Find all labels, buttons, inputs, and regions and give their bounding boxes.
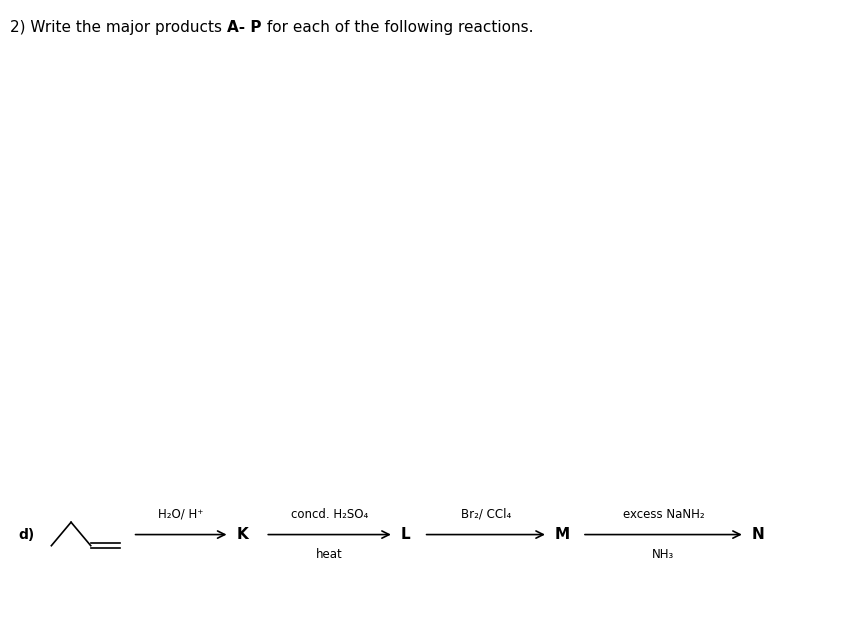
Text: d): d) [19, 528, 35, 541]
Text: excess NaNH₂: excess NaNH₂ [622, 508, 704, 521]
Text: NH₃: NH₃ [652, 548, 675, 561]
Text: heat: heat [316, 548, 343, 561]
Text: H₂O/ H⁺: H₂O/ H⁺ [158, 508, 204, 521]
Text: K: K [236, 527, 248, 542]
Text: L: L [401, 527, 410, 542]
Text: for each of the following reactions.: for each of the following reactions. [262, 20, 533, 35]
Text: Br₂/ CCl₄: Br₂/ CCl₄ [461, 508, 511, 521]
Text: A- P: A- P [227, 20, 262, 35]
Text: 2) Write the major products: 2) Write the major products [10, 20, 227, 35]
Text: N: N [752, 527, 764, 542]
Text: concd. H₂SO₄: concd. H₂SO₄ [291, 508, 368, 521]
Text: M: M [555, 527, 570, 542]
